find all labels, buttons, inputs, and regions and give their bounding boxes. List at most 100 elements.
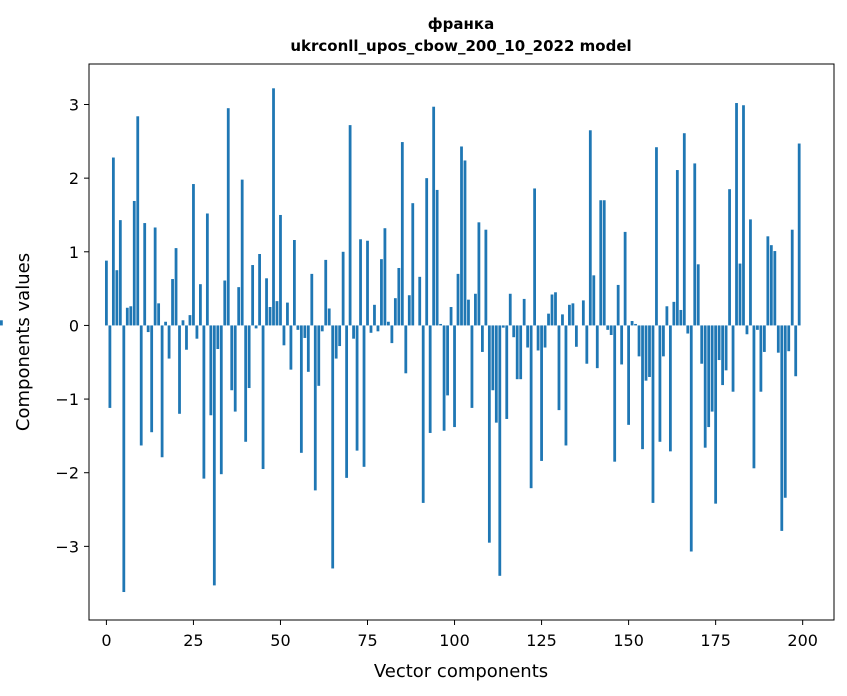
bar bbox=[588, 130, 592, 326]
bar bbox=[164, 321, 167, 326]
bar bbox=[425, 178, 429, 326]
bar bbox=[571, 303, 575, 326]
bar bbox=[293, 240, 296, 326]
bar bbox=[174, 248, 178, 326]
bar bbox=[759, 325, 763, 392]
bar bbox=[265, 278, 268, 326]
bar bbox=[237, 287, 241, 326]
bar bbox=[467, 299, 470, 326]
bar bbox=[519, 325, 523, 380]
chart-title-line-2: ukrconll_upos_cbow_200_10_2022 model bbox=[290, 37, 631, 55]
bar bbox=[275, 301, 279, 326]
bar bbox=[233, 325, 237, 412]
bar bbox=[613, 325, 617, 462]
bar bbox=[421, 325, 425, 503]
bar bbox=[797, 143, 801, 326]
bar bbox=[171, 279, 174, 326]
bar bbox=[359, 239, 362, 326]
bar bbox=[327, 308, 331, 326]
plot-frame bbox=[88, 63, 835, 621]
bar bbox=[592, 275, 596, 326]
bar bbox=[512, 325, 516, 338]
bar bbox=[665, 306, 669, 326]
bar bbox=[773, 251, 777, 326]
bar bbox=[599, 200, 603, 326]
bar bbox=[463, 160, 467, 326]
bar bbox=[192, 184, 195, 326]
bar bbox=[299, 325, 303, 453]
bar bbox=[282, 325, 286, 346]
bar bbox=[742, 105, 745, 326]
bar bbox=[362, 325, 366, 467]
bar bbox=[240, 179, 244, 326]
chart-title-line-1: франка bbox=[428, 15, 494, 33]
x-tick-label: 150 bbox=[613, 631, 644, 650]
bar bbox=[212, 325, 216, 586]
bar bbox=[689, 325, 693, 552]
bar bbox=[230, 325, 234, 391]
bar bbox=[707, 325, 711, 428]
bar bbox=[393, 298, 397, 326]
bar bbox=[655, 147, 658, 326]
x-tick-label: 50 bbox=[270, 631, 290, 650]
bar bbox=[366, 240, 369, 326]
y-tick-label: 2 bbox=[69, 169, 79, 188]
bars-group bbox=[0, 88, 801, 593]
bar bbox=[609, 325, 613, 335]
bar bbox=[289, 325, 293, 370]
bar bbox=[122, 325, 126, 593]
bar bbox=[153, 227, 157, 326]
bar bbox=[118, 220, 122, 326]
bar bbox=[533, 188, 536, 326]
bar bbox=[223, 280, 227, 326]
bar bbox=[146, 325, 150, 333]
bar bbox=[568, 304, 571, 326]
bar bbox=[776, 325, 780, 353]
bar bbox=[369, 325, 373, 333]
bar bbox=[735, 103, 738, 326]
bar bbox=[491, 325, 495, 391]
bar bbox=[658, 325, 662, 442]
bar bbox=[543, 325, 547, 348]
bar bbox=[787, 325, 791, 352]
bar bbox=[581, 300, 585, 326]
bar bbox=[470, 325, 474, 408]
bar bbox=[341, 251, 345, 326]
bar bbox=[251, 265, 255, 326]
bar bbox=[111, 157, 115, 326]
bar bbox=[766, 236, 770, 326]
bar bbox=[554, 292, 557, 326]
bar bbox=[526, 325, 530, 348]
bar bbox=[446, 325, 449, 396]
x-axis-label: Vector components bbox=[374, 661, 548, 682]
bar bbox=[620, 325, 624, 365]
bar bbox=[209, 325, 213, 416]
bar bbox=[714, 325, 718, 504]
bar bbox=[390, 325, 394, 344]
y-tick-label: −2 bbox=[55, 464, 79, 483]
bar bbox=[752, 325, 756, 469]
bar bbox=[675, 170, 679, 326]
bar bbox=[185, 325, 188, 350]
bar bbox=[487, 325, 491, 543]
bar bbox=[693, 163, 697, 326]
bar bbox=[561, 314, 564, 326]
bar bbox=[373, 304, 376, 326]
bar bbox=[202, 325, 206, 479]
bar bbox=[627, 325, 630, 425]
bar bbox=[477, 222, 481, 326]
x-tick-label: 100 bbox=[439, 631, 470, 650]
y-tick-label: −3 bbox=[55, 537, 79, 556]
bar bbox=[331, 325, 335, 569]
y-tick-label: −1 bbox=[55, 390, 79, 409]
bar bbox=[226, 108, 230, 326]
bar bbox=[397, 267, 401, 326]
bar bbox=[602, 200, 606, 326]
bar bbox=[352, 325, 355, 339]
bar bbox=[749, 219, 752, 326]
bar bbox=[435, 189, 439, 326]
bar bbox=[105, 260, 108, 326]
bar bbox=[125, 307, 129, 326]
bar bbox=[686, 325, 690, 334]
